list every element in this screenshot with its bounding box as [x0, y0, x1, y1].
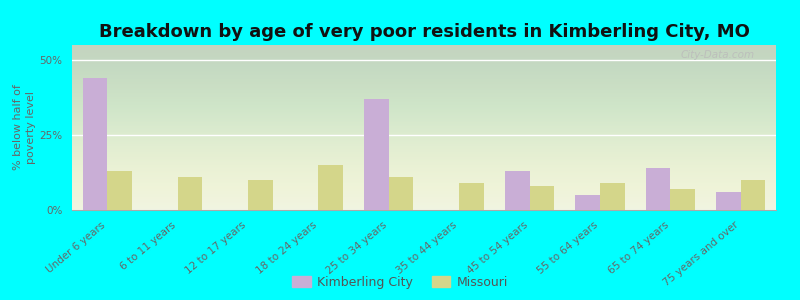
- Bar: [82, 78, 107, 210]
- Bar: [600, 183, 625, 210]
- Bar: [389, 177, 414, 210]
- Bar: [646, 168, 670, 210]
- Bar: [670, 189, 695, 210]
- Legend: Kimberling City, Missouri: Kimberling City, Missouri: [287, 271, 513, 294]
- Bar: [505, 171, 530, 210]
- Title: Breakdown by age of very poor residents in Kimberling City, MO: Breakdown by age of very poor residents …: [98, 23, 750, 41]
- Y-axis label: % below half of
poverty level: % below half of poverty level: [13, 85, 36, 170]
- Bar: [178, 177, 202, 210]
- Bar: [575, 195, 600, 210]
- Bar: [459, 183, 484, 210]
- Bar: [530, 186, 554, 210]
- Bar: [107, 171, 132, 210]
- Bar: [716, 192, 741, 210]
- Bar: [318, 165, 343, 210]
- Text: City-Data.com: City-Data.com: [681, 50, 755, 60]
- Bar: [364, 99, 389, 210]
- Bar: [741, 180, 766, 210]
- Bar: [248, 180, 273, 210]
